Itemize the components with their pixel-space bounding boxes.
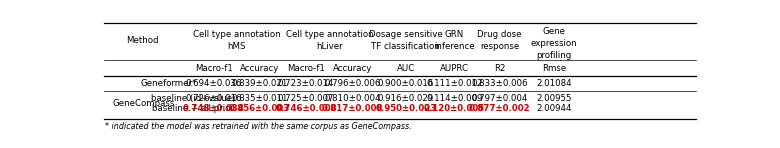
Text: 2.01084: 2.01084 (536, 79, 572, 88)
Text: baseline (id+value): baseline (id+value) (151, 94, 236, 103)
Text: 0.111±0.012: 0.111±0.012 (426, 79, 482, 88)
Text: 0.796±0.006: 0.796±0.006 (324, 79, 381, 88)
Text: 0.900±0.016: 0.900±0.016 (378, 79, 434, 88)
Text: Drug dose
response: Drug dose response (477, 30, 522, 51)
Text: 0.797±0.004: 0.797±0.004 (471, 94, 528, 103)
Text: Macro-f1: Macro-f1 (195, 64, 232, 73)
Text: Method: Method (126, 36, 159, 45)
Text: 0.833±0.006: 0.833±0.006 (471, 79, 528, 88)
Text: Gene
expression
profiling: Gene expression profiling (530, 27, 577, 60)
Text: Geneformer*: Geneformer* (140, 79, 197, 88)
Text: Accuracy: Accuracy (239, 64, 279, 73)
Text: 0.810±0.004: 0.810±0.004 (324, 94, 381, 103)
Text: AUC: AUC (397, 64, 415, 73)
Text: 0.726±0.016: 0.726±0.016 (186, 94, 242, 103)
Text: 0.723±0.014: 0.723±0.014 (278, 79, 335, 88)
Text: 0.835±0.011: 0.835±0.011 (231, 94, 288, 103)
Text: 0.817±0.008: 0.817±0.008 (322, 104, 383, 113)
Text: 0.694±0.036: 0.694±0.036 (186, 79, 242, 88)
Text: 0.746±0.008: 0.746±0.008 (275, 104, 337, 113)
Text: Accuracy: Accuracy (333, 64, 372, 73)
Text: GRN
inference: GRN inference (434, 30, 474, 51)
Text: Dosage sensitive
TF classification: Dosage sensitive TF classification (369, 30, 443, 51)
Text: 0.877±0.002: 0.877±0.002 (469, 104, 530, 113)
Text: R2: R2 (494, 64, 505, 73)
Text: 2.00955: 2.00955 (536, 94, 572, 103)
Text: Macro-f1: Macro-f1 (287, 64, 325, 73)
Text: 0.120±0.005: 0.120±0.005 (424, 104, 484, 113)
Text: 0.856±0.003: 0.856±0.003 (229, 104, 290, 113)
Text: 2.00944: 2.00944 (536, 104, 572, 113)
Text: Cell type annotation
hMS: Cell type annotation hMS (193, 30, 280, 51)
Text: AUPRC: AUPRC (440, 64, 469, 73)
Text: Rmse: Rmse (542, 64, 566, 73)
Text: 0.950±0.023: 0.950±0.023 (375, 104, 437, 113)
Text: 0.916±0.029: 0.916±0.029 (378, 94, 434, 103)
Text: 0.839±0.021: 0.839±0.021 (232, 79, 288, 88)
Text: Cell type annotation
hLiver: Cell type annotation hLiver (285, 30, 374, 51)
Text: GeneCompass: GeneCompass (112, 99, 175, 108)
Text: 0.114±0.009: 0.114±0.009 (426, 94, 482, 103)
Text: baseline + all prior: baseline + all prior (152, 104, 234, 113)
Text: 0.748±0.034: 0.748±0.034 (183, 104, 244, 113)
Text: * indicated the model was retrained with the same corpus as GeneCompass.: * indicated the model was retrained with… (105, 122, 411, 131)
Text: 0.725±0.007: 0.725±0.007 (278, 94, 335, 103)
